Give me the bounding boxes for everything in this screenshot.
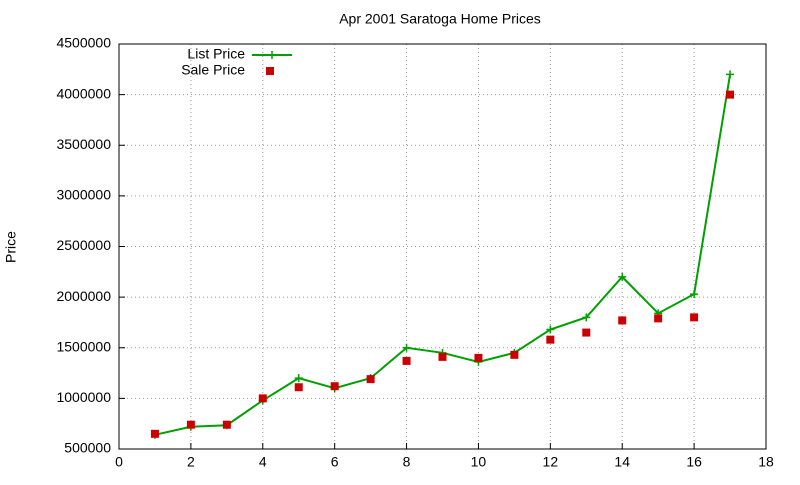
y-tick-label: 2000000 (56, 288, 111, 304)
x-tick-label: 12 (543, 454, 559, 470)
x-tick-label: 14 (614, 454, 630, 470)
data-point (726, 70, 735, 79)
legend-label: List Price (187, 46, 245, 62)
data-point (294, 374, 303, 383)
data-point (582, 328, 591, 337)
x-tick-label: 10 (471, 454, 487, 470)
data-point (510, 350, 519, 359)
y-tick-label: 3500000 (56, 136, 111, 152)
data-point (618, 316, 627, 325)
data-point (294, 383, 303, 392)
data-point (402, 356, 411, 365)
data-point (402, 343, 411, 352)
y-tick-label: 1500000 (56, 338, 111, 354)
data-point (222, 420, 231, 429)
x-tick-label: 6 (331, 454, 339, 470)
data-point (150, 429, 159, 438)
x-tick-label: 18 (758, 454, 774, 470)
data-point (438, 352, 447, 361)
y-tick-label: 2500000 (56, 237, 111, 253)
data-point (690, 290, 699, 299)
data-point (654, 314, 663, 323)
x-tick-label: 8 (403, 454, 411, 470)
data-point (366, 375, 375, 384)
x-tick-label: 16 (686, 454, 702, 470)
data-point (546, 335, 555, 344)
legend-marker (268, 51, 276, 59)
y-tick-label: 1000000 (56, 389, 111, 405)
legend-marker (266, 67, 274, 75)
data-point (258, 394, 267, 403)
data-point (690, 313, 699, 322)
y-tick-label: 4000000 (56, 85, 111, 101)
data-point (186, 420, 195, 429)
x-tick-label: 0 (115, 454, 123, 470)
data-point (618, 272, 627, 281)
y-tick-label: 500000 (64, 440, 111, 456)
plot-frame (118, 43, 767, 450)
legend-label: Sale Price (181, 62, 245, 78)
data-point (726, 90, 735, 99)
x-tick-label: 4 (259, 454, 267, 470)
data-point (474, 353, 483, 362)
data-point (582, 313, 591, 322)
y-tick-label: 4500000 (56, 35, 111, 51)
y-tick-label: 3000000 (56, 187, 111, 203)
x-tick-label: 2 (187, 454, 195, 470)
data-point (546, 325, 555, 334)
chart-title: Apr 2001 Saratoga Home Prices (339, 11, 541, 27)
y-axis-label: Price (3, 231, 19, 263)
data-point (330, 382, 339, 391)
